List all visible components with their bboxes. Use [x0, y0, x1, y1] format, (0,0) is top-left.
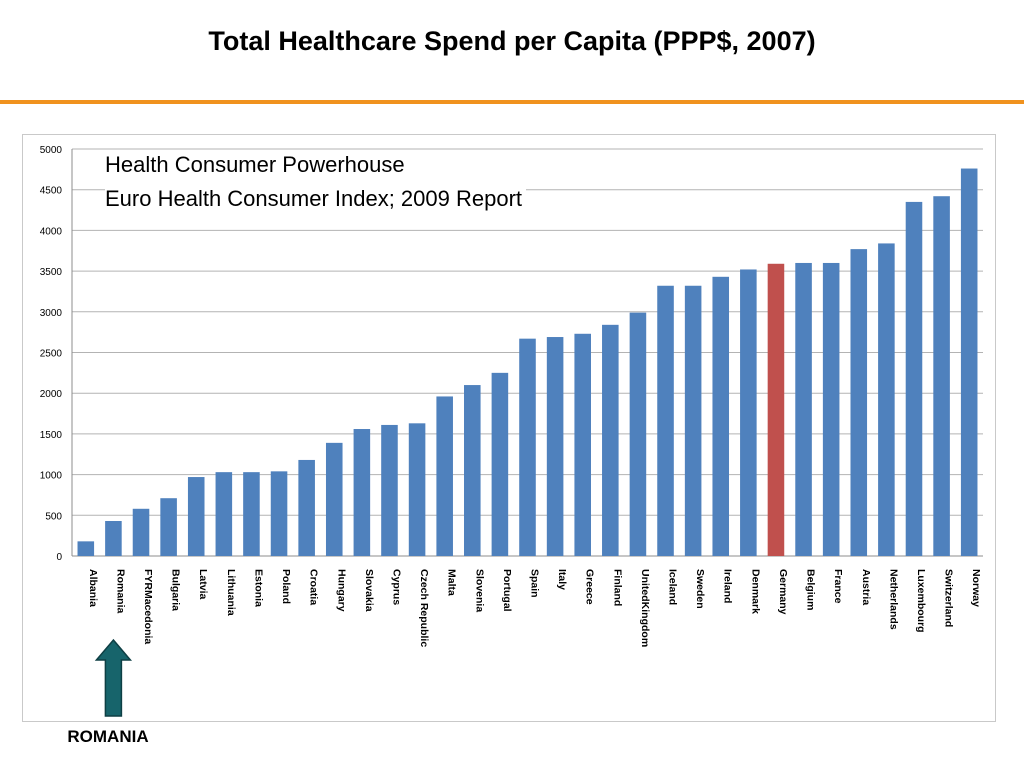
x-axis-labels: Albania Romania FYRMacedonia Bulgaria Latvia… [87, 569, 982, 647]
bar-portugal [491, 372, 509, 556]
bar-france [822, 262, 840, 556]
x-tick-label: FYRMacedonia [142, 569, 154, 644]
bar-malta [436, 396, 453, 556]
bar-latvia [187, 477, 205, 556]
bar-estonia [243, 472, 260, 556]
x-tick-label: Iceland [667, 569, 679, 605]
bar-spain [519, 338, 536, 556]
y-tick-label: 2500 [40, 349, 63, 360]
x-tick-label: Portugal [501, 569, 513, 612]
x-tick-label: Poland [280, 569, 292, 604]
x-tick-label: Sweden [694, 569, 706, 609]
x-tick-label: Belgium [805, 569, 817, 610]
x-tick-label: Hungary [335, 569, 347, 612]
bar-greece [574, 333, 591, 556]
x-tick-label: Germany [777, 569, 789, 615]
bar-czech-republic [408, 423, 426, 556]
y-tick-label: 3000 [40, 308, 63, 319]
bar-bulgaria [160, 498, 177, 556]
up-arrow-icon [94, 638, 133, 717]
y-tick-label: 2000 [40, 389, 63, 400]
x-tick-label: Luxembourg [915, 569, 927, 633]
y-tick-label: 0 [56, 552, 62, 563]
bar-italy [546, 337, 564, 556]
x-tick-label: Slovakia [363, 569, 375, 612]
y-tick-label: 3500 [40, 267, 63, 278]
bar-norway [960, 168, 978, 556]
bar-romania [105, 520, 122, 556]
bar-slovenia [464, 385, 481, 556]
romania-callout-label: ROMANIA [44, 724, 172, 750]
x-tick-label: Switzerland [943, 569, 955, 627]
slide-title: Total Healthcare Spend per Capita (PPP$,… [208, 26, 816, 56]
y-tick-label: 1500 [40, 430, 63, 441]
x-tick-label: Slovenia [473, 569, 485, 612]
bar-netherlands [878, 243, 895, 556]
x-tick-label: Denmark [749, 569, 761, 614]
bar-finland [602, 324, 619, 556]
bar-unitedkingdom [629, 312, 647, 556]
x-tick-label: UnitedKingdom [639, 569, 651, 647]
callout-arrow [94, 638, 133, 717]
bar-lithuania [215, 472, 233, 556]
y-tick-label: 4500 [40, 186, 63, 197]
bar-ireland [712, 276, 730, 556]
bar-slovakia [353, 429, 371, 556]
y-tick-label: 1000 [40, 471, 63, 482]
y-axis-ticks: 0 500 1000 1500 2000 2500 3000 3500 4000 4500 5000 [40, 145, 63, 563]
x-tick-label: Cyprus [390, 569, 402, 605]
bar-fyrmacedonia [132, 508, 150, 556]
x-tick-label: Netherlands [887, 569, 899, 630]
x-tick-label: Lithuania [225, 569, 237, 616]
x-tick-label: Albania [87, 569, 99, 607]
bar-albania [77, 541, 95, 556]
bar-switzerland [933, 196, 950, 556]
bar-iceland [657, 285, 674, 556]
x-tick-label: France [832, 569, 844, 604]
x-tick-label: Greece [584, 569, 596, 605]
bar-denmark [740, 269, 757, 556]
source-note-line-1: Health Consumer Powerhouse [105, 152, 409, 178]
bar-cyprus [381, 424, 398, 556]
x-tick-label: Croatia [308, 569, 320, 605]
y-tick-label: 500 [45, 511, 62, 522]
x-tick-label: Estonia [252, 569, 264, 607]
x-tick-label: Romania [114, 569, 126, 614]
x-tick-label: Italy [556, 569, 568, 590]
bar-austria [850, 249, 868, 556]
x-tick-label: Czech Republic [418, 569, 430, 647]
source-note-line-2: Euro Health Consumer Index; 2009 Report [105, 186, 527, 212]
bars [77, 168, 978, 556]
bar-croatia [298, 459, 315, 556]
bar-luxembourg [905, 201, 923, 556]
x-tick-label: Finland [611, 569, 623, 606]
x-tick-label: Malta [446, 569, 458, 596]
x-tick-label: Austria [860, 569, 872, 605]
x-tick-label: Ireland [722, 569, 734, 603]
bar-sweden [684, 285, 702, 556]
y-tick-label: 5000 [40, 145, 63, 156]
bar-poland [270, 471, 288, 556]
bar-hungary [325, 442, 343, 556]
x-tick-label: Norway [970, 569, 982, 607]
x-tick-label: Bulgaria [170, 569, 182, 611]
bar-germany [767, 263, 785, 556]
bar-belgium [795, 262, 812, 556]
x-tick-label: Spain [529, 569, 541, 598]
x-tick-label: Latvia [197, 569, 209, 600]
title-divider [0, 100, 1024, 104]
y-tick-label: 4000 [40, 226, 63, 237]
